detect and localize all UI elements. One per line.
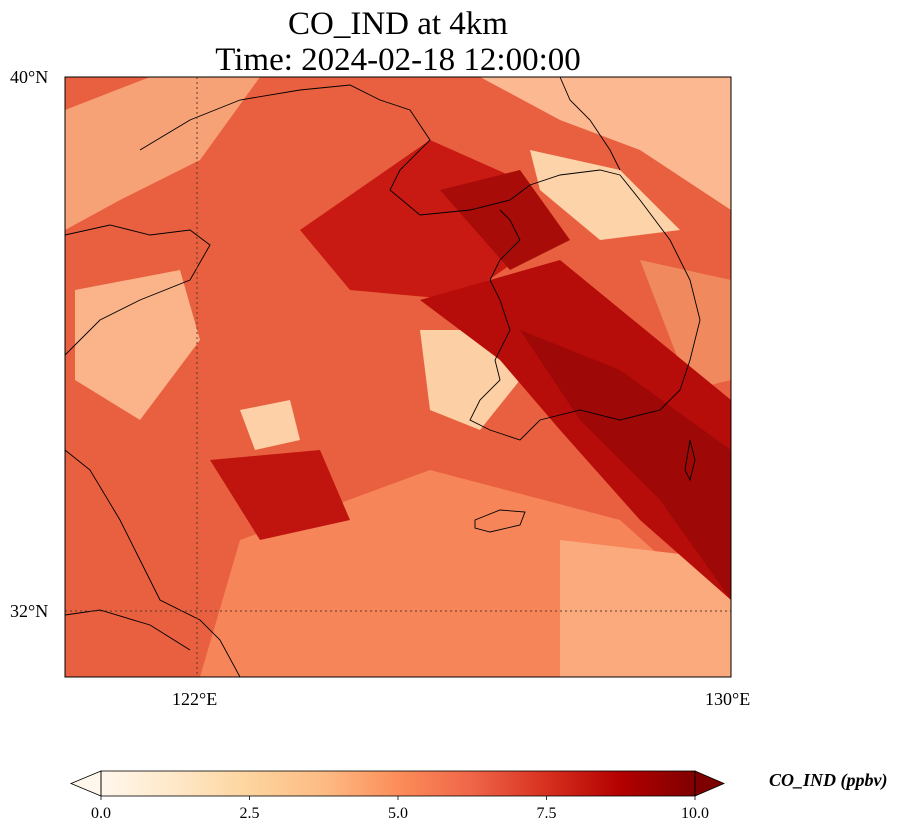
lon-tick-130e: 130°E — [705, 689, 751, 709]
field-patch-very-high-bohai — [440, 170, 570, 270]
field-patch-lightest-ne — [530, 150, 680, 240]
lon-tick-122e: 122°E — [172, 689, 218, 709]
coastline-shandong — [65, 224, 211, 356]
field-patch-high-korea — [420, 260, 731, 600]
coastline-jeju — [474, 509, 526, 533]
field-patch-lightest-sw — [240, 400, 300, 450]
coastline-china-east — [65, 449, 241, 677]
field-patch-low-nw — [65, 77, 260, 230]
colorbar-tick-label: 7.5 — [536, 805, 557, 822]
coastline-bohai-liaodong — [139, 84, 621, 216]
colorbar-extend-min — [69, 770, 102, 797]
lat-tick-40n: 40°N — [10, 67, 49, 87]
colorbar — [69, 770, 726, 800]
coastlines — [65, 77, 701, 677]
coastline-korean-peninsula — [469, 174, 701, 441]
map-title-line-1: CO_IND at 4km — [288, 6, 508, 42]
field-patch-very-high-korea — [520, 330, 731, 600]
map-frame — [64, 76, 732, 678]
coastline-tsushima — [684, 439, 696, 482]
gridlines — [65, 77, 731, 677]
field-patch-high-sw — [210, 450, 350, 540]
colorbar-tick-label: 2.5 — [239, 805, 260, 822]
field-patch-low-west — [75, 270, 200, 420]
colorbar-tick-label: 10.0 — [681, 805, 709, 822]
coastline-yangtze-estuary — [65, 609, 191, 651]
field-patch-low-se — [560, 540, 731, 677]
field-patch-mid-east — [640, 260, 731, 390]
colorbar-extend-max — [694, 770, 726, 797]
field-patch-low-ne — [480, 77, 731, 210]
coastline-northeast — [559, 77, 621, 171]
colorbar-tick-label: 0.0 — [91, 805, 111, 822]
colorbar-tick-label: 5.0 — [388, 805, 408, 822]
colorbar-tick-marks — [100, 796, 696, 800]
lat-tick-32n: 32°N — [10, 601, 49, 621]
colorbar-body — [101, 771, 695, 796]
colorbar-label: CO_IND (ppbv) — [769, 770, 888, 790]
map-title-line-2: Time: 2024-02-18 12:00:00 — [215, 42, 581, 78]
concentration-field — [65, 77, 731, 677]
